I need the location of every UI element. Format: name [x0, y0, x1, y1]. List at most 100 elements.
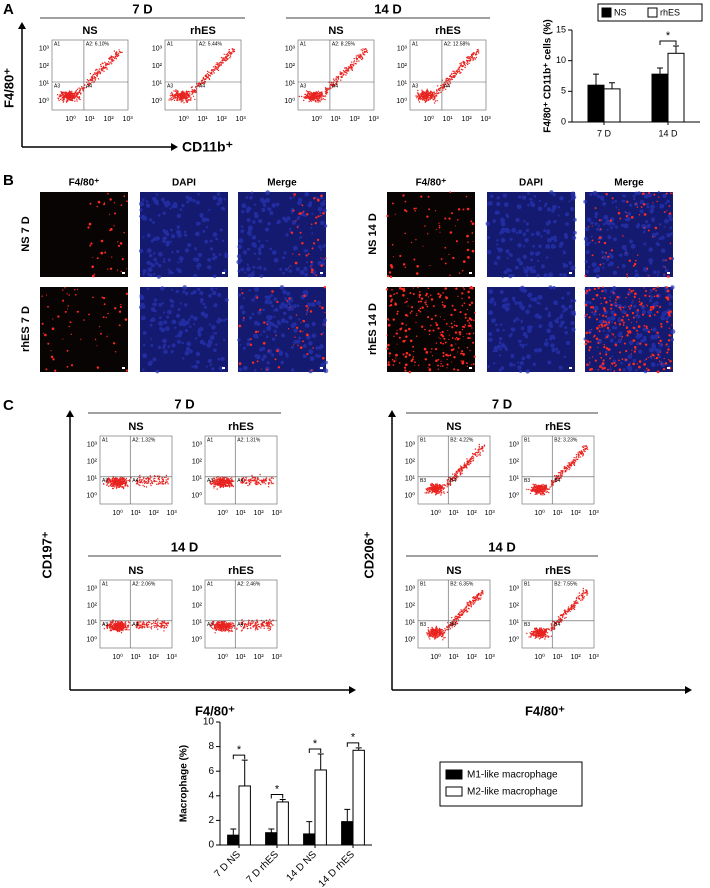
nucleus [177, 268, 182, 274]
event-dot [256, 483, 258, 486]
axis-tick-label: 10² [217, 116, 228, 123]
event-dot [112, 485, 114, 488]
event-dot [474, 58, 477, 60]
stain-spot [614, 343, 618, 347]
event-dot [362, 52, 364, 54]
stain-spot [600, 323, 603, 326]
nucleus [308, 341, 313, 346]
stain-spot [407, 305, 409, 307]
nucleus [239, 343, 242, 346]
nucleus [653, 270, 657, 274]
stain-spot [470, 318, 473, 321]
nuclei [487, 285, 577, 374]
nucleus [162, 229, 166, 233]
stain-spot [664, 266, 667, 268]
stain-spot [458, 331, 462, 334]
nucleus [518, 339, 522, 344]
nucleus [267, 325, 272, 329]
stain-spot [320, 264, 323, 267]
nucleus [602, 255, 607, 260]
nucleus [271, 353, 275, 357]
nucleus [646, 205, 650, 209]
nucleus [293, 328, 298, 333]
stain-spot [605, 336, 609, 339]
event-dot [225, 53, 227, 56]
nucleus [278, 351, 283, 356]
nucleus [486, 202, 491, 206]
nucleus [639, 199, 645, 205]
nucleus [543, 229, 547, 233]
event-dot [182, 92, 184, 94]
nucleus [594, 242, 597, 245]
nucleus [244, 271, 247, 274]
event-dot [127, 485, 129, 488]
nucleus [634, 327, 637, 331]
event-dot [70, 93, 73, 95]
stain-spot [414, 210, 416, 212]
stain-spot [632, 265, 635, 267]
nucleus [247, 338, 251, 342]
event-dot [216, 62, 218, 64]
stain-spot [452, 256, 455, 260]
stain-spot [588, 225, 590, 228]
nucleus [537, 294, 543, 300]
stain-spot [605, 192, 608, 196]
stain-spot [457, 347, 460, 349]
nucleus [138, 215, 142, 218]
nucleus [526, 354, 531, 360]
stain-spot [442, 351, 445, 355]
stain-spot [663, 357, 665, 360]
nucleus [167, 268, 170, 271]
nucleus [254, 354, 258, 358]
stain-spot [621, 358, 624, 360]
event-dot [472, 59, 475, 61]
stain-spot [605, 321, 608, 324]
events [102, 474, 169, 490]
stain-spot [619, 351, 621, 354]
nucleus [586, 217, 592, 223]
event-dot [123, 482, 126, 485]
nucleus [323, 368, 329, 374]
stain-spot [625, 212, 627, 214]
nucleus [218, 253, 222, 256]
nucleus [623, 251, 629, 257]
nucleus [610, 315, 616, 321]
event-dot [184, 97, 186, 100]
nucleus [149, 218, 153, 222]
nucleus [289, 304, 294, 310]
event-dot [443, 85, 445, 87]
event-dot [165, 479, 167, 481]
stain-spot [626, 276, 629, 278]
stain-spot [470, 301, 474, 305]
stain-spot [299, 330, 302, 333]
stain-spot [665, 286, 669, 289]
nucleus [545, 338, 548, 342]
stain-spot [295, 314, 298, 316]
nucleus [513, 319, 517, 323]
nucleus [157, 345, 162, 350]
event-dot [69, 98, 71, 101]
nucleus [629, 366, 633, 370]
stain-spot [589, 361, 591, 364]
stain-spot [605, 347, 609, 350]
stain-spot [466, 234, 469, 238]
stain-spot [599, 228, 602, 231]
plot-frame [164, 39, 242, 111]
event-dot [192, 95, 195, 98]
event-dot [105, 62, 107, 64]
event-dot [226, 479, 228, 481]
nucleus [312, 270, 317, 274]
event-dot [181, 96, 183, 99]
quadrant-label: A2: 8.25% [332, 41, 356, 47]
event-dot [440, 91, 442, 94]
nucleus [670, 329, 676, 335]
stain-spot [317, 215, 320, 218]
stain-spot [640, 206, 643, 208]
stain-spot [603, 366, 606, 370]
nucleus [269, 211, 274, 216]
quadrant-label: A1 [102, 437, 108, 443]
nucleus [611, 326, 616, 330]
nucleus [535, 231, 541, 236]
row-label: NS 7 D [20, 216, 32, 252]
stain-spot [80, 338, 82, 340]
